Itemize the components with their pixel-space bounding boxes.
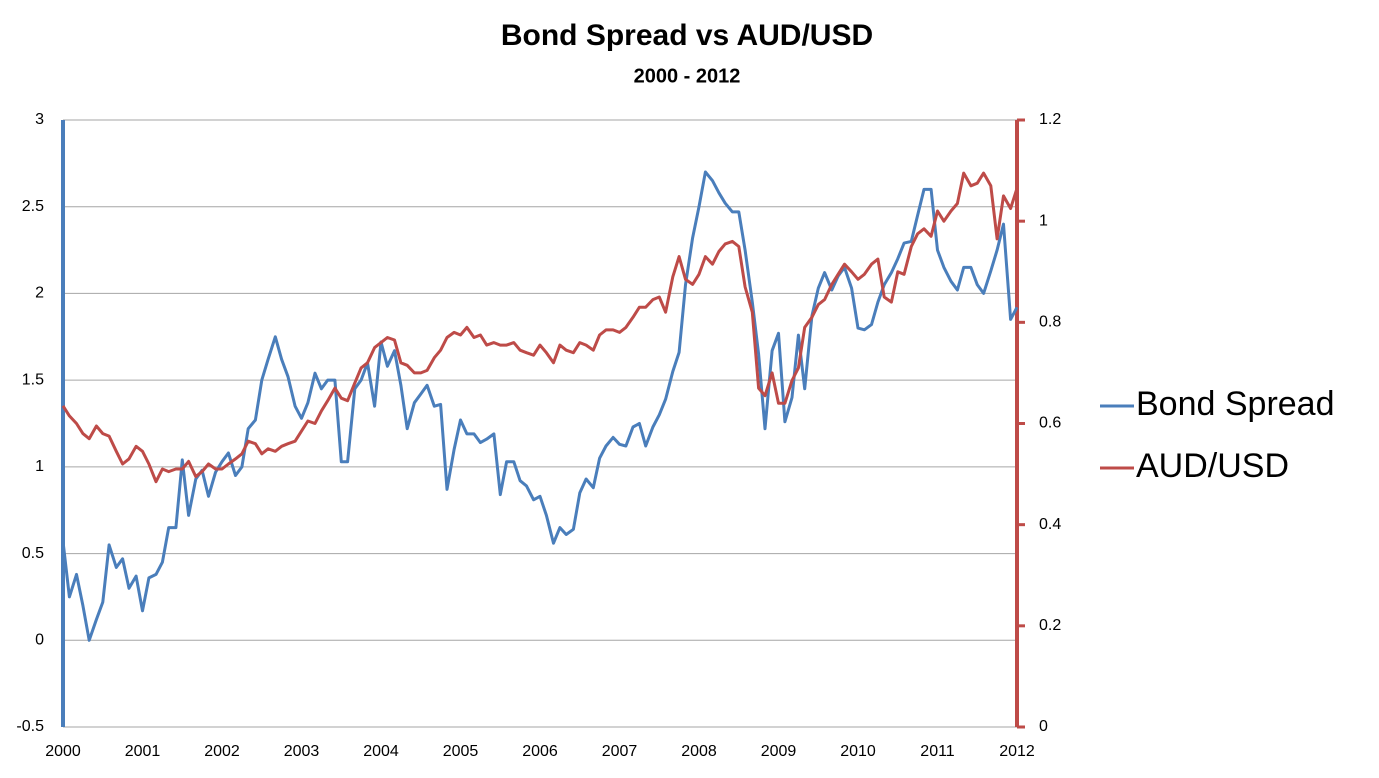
x-tick-label: 2000 bbox=[45, 743, 81, 760]
y-tick-label: 1 bbox=[35, 458, 44, 475]
chart-title: Bond Spread vs AUD/USD bbox=[501, 19, 873, 52]
x-tick-label: 2007 bbox=[602, 743, 638, 760]
y-tick-label: 0.5 bbox=[22, 545, 44, 562]
series-line bbox=[61, 170, 1019, 642]
x-tick-label: 2002 bbox=[204, 743, 240, 760]
y-tick-label: 0 bbox=[35, 632, 44, 649]
x-tick-label: 2010 bbox=[840, 743, 876, 760]
y2-tick-label: 0 bbox=[1039, 718, 1048, 735]
x-tick-label: 2011 bbox=[920, 743, 955, 760]
y2-tick-label: 1 bbox=[1039, 212, 1048, 229]
y-tick-label: -0.5 bbox=[16, 718, 44, 735]
x-tick-label: 2006 bbox=[522, 743, 558, 760]
y-tick-label: 1.5 bbox=[22, 371, 44, 388]
y2-tick-label: 0.8 bbox=[1039, 314, 1061, 331]
x-tick-label: 2012 bbox=[999, 743, 1035, 760]
x-tick-label: 2009 bbox=[761, 743, 797, 760]
x-tick-label: 2004 bbox=[363, 743, 399, 760]
legend-label: Bond Spread bbox=[1136, 385, 1335, 423]
y2-tick-label: 0.2 bbox=[1039, 617, 1061, 634]
y2-tick-label: 0.6 bbox=[1039, 415, 1061, 432]
legend-label: AUD/USD bbox=[1136, 447, 1289, 485]
series-line bbox=[61, 171, 1019, 484]
y-tick-label: 3 bbox=[35, 111, 44, 128]
y-tick-label: 2.5 bbox=[22, 198, 44, 215]
y2-tick-label: 0.4 bbox=[1039, 516, 1061, 533]
y-tick-label: 2 bbox=[35, 285, 44, 302]
x-tick-label: 2003 bbox=[284, 743, 320, 760]
x-tick-label: 2001 bbox=[125, 743, 161, 760]
x-tick-label: 2005 bbox=[443, 743, 479, 760]
chart-subtitle: 2000 - 2012 bbox=[634, 65, 741, 87]
y2-tick-label: 1.2 bbox=[1039, 111, 1061, 128]
x-tick-label: 2008 bbox=[681, 743, 717, 760]
